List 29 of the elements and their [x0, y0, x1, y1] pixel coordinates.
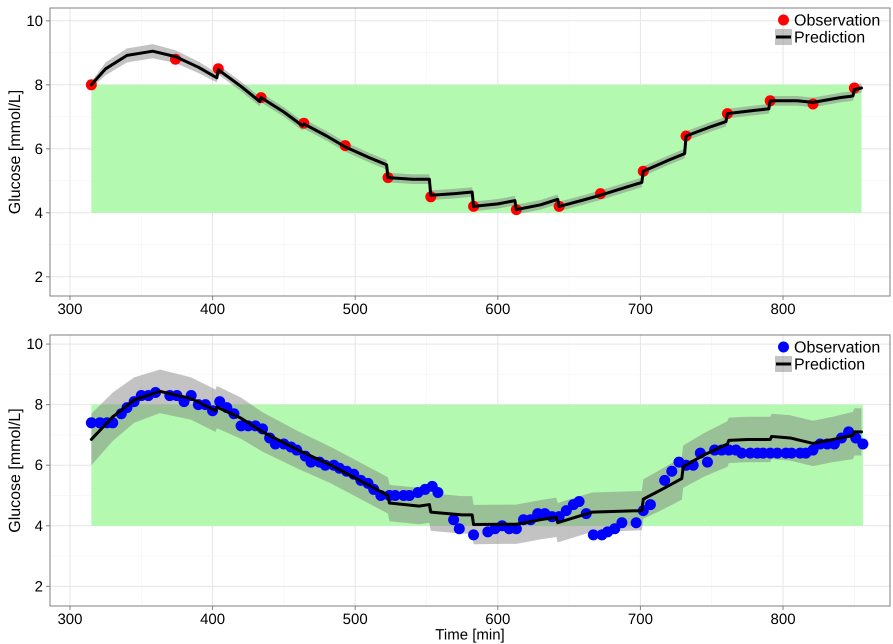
y-tick-label: 4 [34, 204, 43, 222]
x-tick-label: 600 [485, 301, 510, 318]
legend-label: Observation [794, 340, 880, 356]
y-axis-title: Glucose [mmol/L] [7, 408, 24, 533]
x-tick-label: 800 [770, 301, 796, 318]
x-tick-label: 300 [57, 301, 82, 318]
y-tick-label: 4 [34, 518, 43, 535]
x-axis-title: Time [min] [435, 626, 505, 644]
y-tick-label: 6 [34, 457, 43, 474]
legend-label: Prediction [794, 356, 866, 374]
x-tick-label: 500 [342, 301, 368, 318]
y-tick-label: 8 [34, 396, 43, 414]
y-tick-label: 8 [34, 76, 43, 94]
x-tick-label: 500 [342, 611, 368, 628]
y-tick-label: 6 [34, 140, 43, 158]
y-tick-label: 2 [34, 268, 43, 286]
y-tick-label: 2 [34, 578, 43, 596]
x-tick-label: 700 [628, 611, 653, 628]
y-tick-label: 10 [26, 12, 43, 30]
x-tick-label: 400 [200, 611, 226, 628]
legend-label: Observation [794, 12, 880, 30]
x-tick-label: 400 [200, 301, 226, 318]
legend-label: Prediction [794, 30, 866, 46]
x-tick-label: 800 [770, 611, 796, 628]
x-tick-label: 700 [628, 301, 653, 318]
x-tick-label: 600 [485, 611, 510, 628]
x-tick-label: 300 [57, 611, 82, 628]
y-axis-title: Glucose [mmol/L] [7, 90, 24, 214]
y-tick-label: 10 [26, 336, 43, 354]
